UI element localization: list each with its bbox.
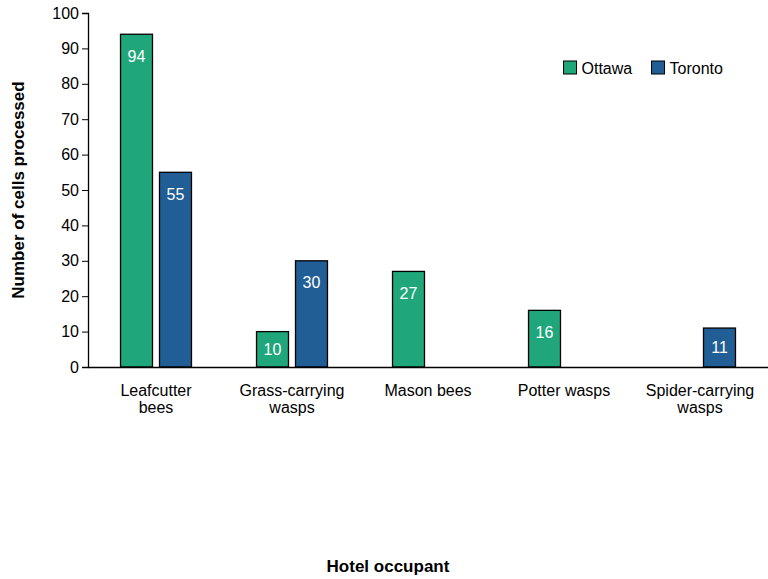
legend-swatch (652, 61, 665, 74)
y-tick-mark (82, 190, 88, 191)
y-tick: 30 (61, 252, 88, 269)
bars (121, 34, 736, 367)
data-label: 94 (128, 48, 146, 65)
y-tick-mark (82, 296, 88, 297)
bar (393, 271, 425, 367)
legend-label: Toronto (670, 60, 723, 77)
data-label: 30 (303, 274, 321, 291)
x-tick: Spider-carryingwasps (646, 367, 754, 416)
y-tick: 10 (61, 323, 88, 340)
data-labels: 94 10 27 16 55 30 11 (128, 48, 728, 358)
y-tick-mark (82, 332, 88, 333)
data-label: 55 (167, 186, 185, 203)
legend-swatch (564, 61, 577, 74)
y-tick: 90 (61, 40, 88, 57)
x-tick: Potter wasps (518, 367, 610, 399)
y-axis: 0 10 20 30 40 50 60 70 80 90 100 (52, 5, 88, 376)
bar (529, 310, 561, 367)
data-label: 11 (711, 339, 728, 356)
x-axis-title: Hotel occupant (327, 557, 450, 576)
x-tick-label: Grass-carryingwasps (240, 382, 345, 416)
y-tick: 80 (61, 75, 88, 92)
y-tick-label: 10 (61, 323, 79, 340)
y-tick-mark (82, 13, 88, 14)
x-tick-label: Leafcutterbees (120, 382, 192, 416)
bar (257, 332, 289, 367)
y-tick-mark (82, 119, 88, 120)
y-tick-label: 50 (61, 182, 79, 199)
y-tick-label: 60 (61, 146, 79, 163)
bar (704, 328, 736, 367)
y-axis-line (82, 14, 89, 368)
y-tick-mark (82, 225, 88, 226)
legend-item: Toronto (652, 60, 723, 77)
y-tick-label: 20 (61, 288, 79, 305)
x-tick-label: Mason bees (384, 382, 471, 399)
legend: Ottawa Toronto (564, 60, 723, 77)
y-tick-label: 70 (61, 111, 79, 128)
bar (160, 172, 192, 367)
x-tick-label: Spider-carryingwasps (646, 382, 754, 416)
y-axis-title: Number of cells processed (9, 81, 28, 298)
chart: 94 10 27 16 55 30 11 0 10 20 30 40 50 60 70 80 90 100 Leaf… (0, 0, 768, 579)
y-tick-label: 40 (61, 217, 79, 234)
data-label: 16 (536, 324, 554, 341)
y-tick: 20 (61, 288, 88, 305)
y-tick-mark (82, 48, 88, 49)
data-label: 27 (400, 285, 418, 302)
x-axis: Leafcutterbees Grass-carryingwasps Mason b… (89, 367, 768, 416)
y-tick-mark (82, 155, 88, 156)
x-tick: Grass-carryingwasps (240, 367, 345, 416)
y-tick: 100 (52, 5, 88, 22)
y-tick: 50 (61, 182, 88, 199)
y-tick-mark (82, 261, 88, 262)
bar (296, 261, 328, 367)
data-label: 10 (264, 341, 282, 358)
legend-label: Ottawa (582, 60, 633, 77)
y-tick-label: 30 (61, 252, 79, 269)
x-tick: Mason bees (384, 367, 471, 399)
y-tick-label: 100 (52, 5, 79, 22)
y-tick: 0 (70, 359, 88, 376)
y-tick: 40 (61, 217, 88, 234)
y-tick: 70 (61, 111, 88, 128)
y-tick-label: 80 (61, 75, 79, 92)
legend-item: Ottawa (564, 60, 633, 77)
y-tick-mark (82, 84, 88, 85)
bar (121, 34, 153, 367)
x-tick: Leafcutterbees (120, 367, 192, 416)
y-tick-label: 0 (70, 359, 79, 376)
y-tick-mark (82, 367, 88, 368)
y-tick-label: 90 (61, 40, 79, 57)
plot: 94 10 27 16 55 30 11 0 10 20 30 40 50 60 70 80 90 100 Leaf… (52, 5, 768, 416)
y-tick: 60 (61, 146, 88, 163)
x-axis-line (89, 367, 768, 368)
x-tick-label: Potter wasps (518, 382, 610, 399)
